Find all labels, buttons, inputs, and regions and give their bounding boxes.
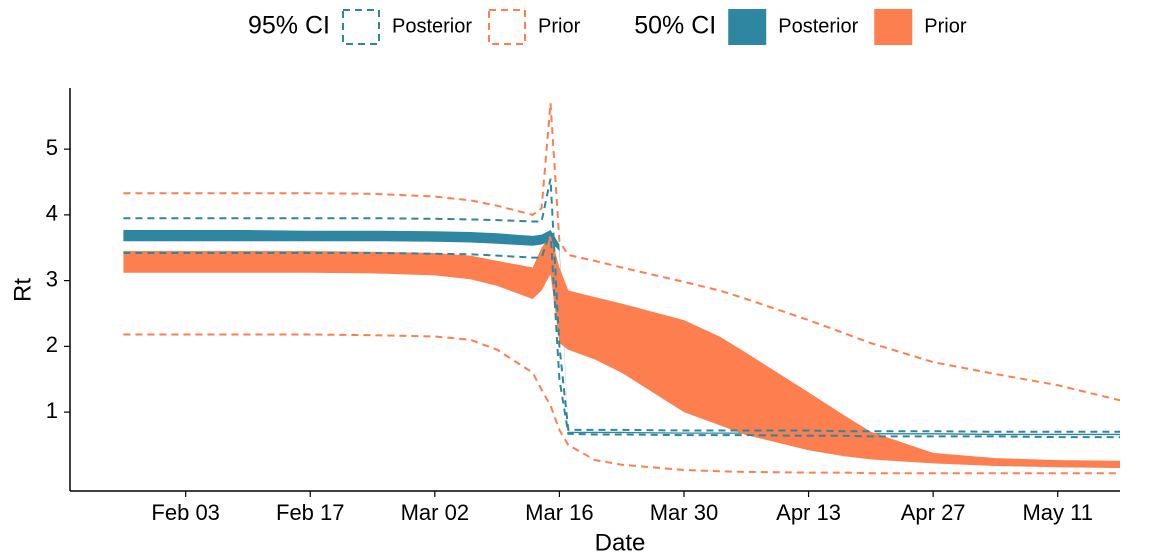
x-tick-label: Apr 27: [901, 500, 966, 525]
y-tick-label: 2: [46, 332, 58, 357]
x-tick-label: Mar 16: [525, 500, 593, 525]
legend-label: Prior: [924, 15, 967, 37]
band-line: [123, 230, 1120, 439]
band-line: [123, 178, 1120, 433]
x-tick-label: May 11: [1022, 500, 1093, 525]
legend-key: [728, 9, 767, 45]
band-line: [123, 333, 1120, 475]
legend-label: Posterior: [392, 15, 472, 37]
band-line: [123, 103, 1121, 402]
x-tick-label: Mar 02: [401, 500, 469, 525]
y-tick-label: 1: [46, 398, 58, 423]
legend-title: 50% CI: [634, 12, 716, 40]
legend-title: 95% CI: [248, 12, 330, 40]
legend-label: Prior: [538, 15, 581, 37]
x-tick-label: Apr 13: [776, 500, 841, 525]
x-tick-label: Mar 30: [650, 500, 718, 525]
band-area: [123, 234, 1120, 468]
x-axis-title: Date: [595, 529, 646, 556]
y-tick-label: 3: [46, 266, 58, 291]
legend-key: [488, 9, 527, 45]
y-tick-label: 4: [46, 201, 58, 226]
legend-label: Posterior: [778, 15, 858, 37]
x-tick-label: Feb 17: [276, 500, 345, 525]
y-axis-title: Rt: [9, 278, 36, 302]
y-tick-label: 5: [46, 135, 58, 160]
legend-key: [341, 9, 380, 45]
legend-key: [874, 9, 913, 45]
x-tick-label: Feb 03: [151, 500, 220, 525]
